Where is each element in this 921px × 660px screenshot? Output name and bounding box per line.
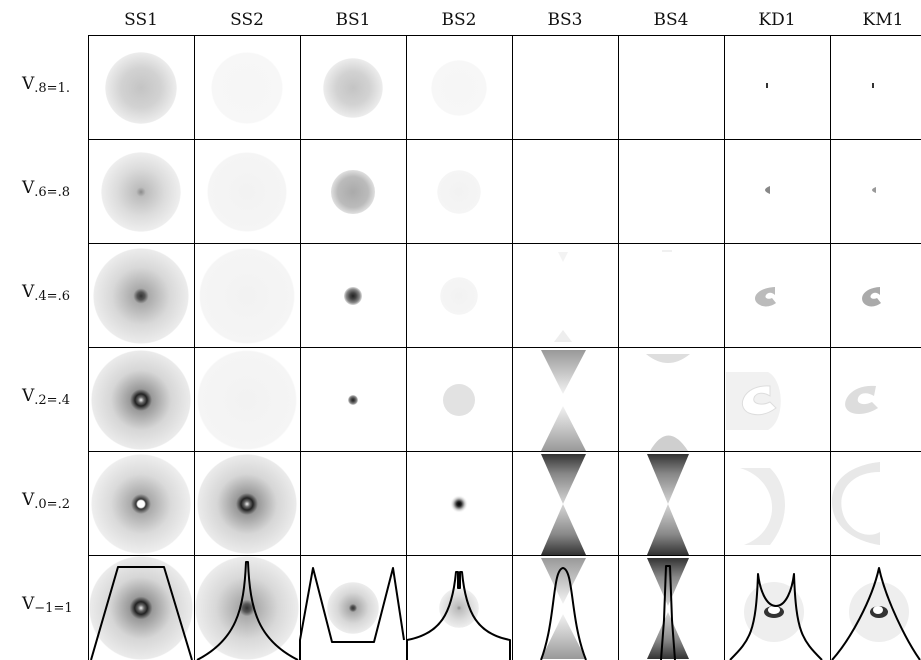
col-header-bs1: BS1 <box>335 10 371 30</box>
profile-kd1 <box>729 573 823 660</box>
panel-bs4-r5-top <box>647 454 689 504</box>
panel-ss1-r3 <box>93 248 189 344</box>
panel-ss2-r6 <box>195 556 299 660</box>
panel-ss2-r5 <box>197 454 297 554</box>
panel-bs4-r4-bot <box>650 435 688 451</box>
panel-bs4-r5-bot <box>647 504 689 555</box>
panel-bs4-r4-top <box>646 354 690 363</box>
panel-bs1-r3 <box>344 287 362 305</box>
panel-km1-r2 <box>872 187 876 193</box>
panel-bs3-r5-top <box>541 454 586 504</box>
panel-kd1-r2 <box>765 186 770 194</box>
panel-bs4-r3 <box>662 250 672 252</box>
panel-km1-r5 <box>831 462 880 545</box>
panel-bs4-r6-bot <box>647 612 689 659</box>
panel-km1-r6-hole <box>873 606 883 614</box>
col-header-ss2: SS2 <box>230 10 264 30</box>
panel-bs3-r4-top <box>541 350 586 394</box>
row-label-2: V.6=.8 <box>22 178 70 200</box>
panel-ss1-r2 <box>101 152 181 232</box>
panel-ss2-r4 <box>197 350 297 450</box>
panel-kd1-r6-hole <box>768 606 780 614</box>
row-label-5: V.0=.2 <box>22 490 70 512</box>
panel-ss1-r4 <box>91 350 191 450</box>
profile-ss2 <box>196 561 299 660</box>
panel-bs3-r5-bot <box>541 504 586 555</box>
panel-bs3-r6-top <box>541 558 586 604</box>
col-header-ss1: SS1 <box>124 10 158 30</box>
panel-kd1-r5 <box>740 468 785 545</box>
panel-ss2-r2 <box>207 152 287 232</box>
row-label-3: V.4=.6 <box>22 282 70 304</box>
panel-km1-r5-hole <box>836 470 880 534</box>
panel-bs1-r4 <box>348 395 358 405</box>
panel-km1-r3 <box>862 287 881 307</box>
panel-bs1-r1 <box>323 58 383 118</box>
panel-ss2-r3 <box>199 248 295 344</box>
panel-kd1-r4 <box>741 385 777 416</box>
panel-ss1-r1 <box>105 52 177 124</box>
panel-bs4-r6-top <box>647 558 689 606</box>
panel-ss1-r5 <box>91 454 191 554</box>
panel-bs3-r3-top <box>558 252 568 262</box>
col-header-bs4: BS4 <box>653 10 689 30</box>
panel-bs2-r4 <box>443 384 475 416</box>
row-label-6: V−1=1 <box>22 594 73 616</box>
row-label-4: V.2=.4 <box>22 386 70 408</box>
panel-bs2-r5 <box>450 495 468 513</box>
profile-bs4 <box>660 565 676 660</box>
panel-ss1-r6 <box>89 556 193 660</box>
panel-km1-r1 <box>872 83 874 88</box>
profile-bs2 <box>406 571 511 660</box>
panel-bs3-r6-bot <box>541 614 586 659</box>
panel-kd1-r1 <box>766 83 768 88</box>
panel-km1-r4 <box>845 385 878 414</box>
row-label-1: V.8=1. <box>22 74 70 96</box>
col-header-bs2: BS2 <box>441 10 477 30</box>
panel-bs3-r3-bot <box>554 330 572 342</box>
panel-bs2-r6 <box>439 588 479 628</box>
panel-bs1-r2 <box>331 170 375 214</box>
profile-bs3 <box>540 567 587 660</box>
profile-ss1 <box>90 566 193 660</box>
panel-bs1-r6 <box>327 582 379 634</box>
panel-bs2-r3 <box>440 277 478 315</box>
col-header-bs3: BS3 <box>547 10 583 30</box>
panel-bs3-r4-bot <box>541 406 586 451</box>
col-header-km1: KM1 <box>862 10 904 30</box>
panel-ss2-r1 <box>211 52 283 124</box>
profile-km1 <box>831 567 921 660</box>
panel-bs2-r2 <box>437 170 481 214</box>
panel-bs2-r1 <box>431 60 487 116</box>
col-header-kd1: KD1 <box>758 10 796 30</box>
grid-lines <box>88 35 921 660</box>
panel-kd1-r3 <box>755 287 776 307</box>
